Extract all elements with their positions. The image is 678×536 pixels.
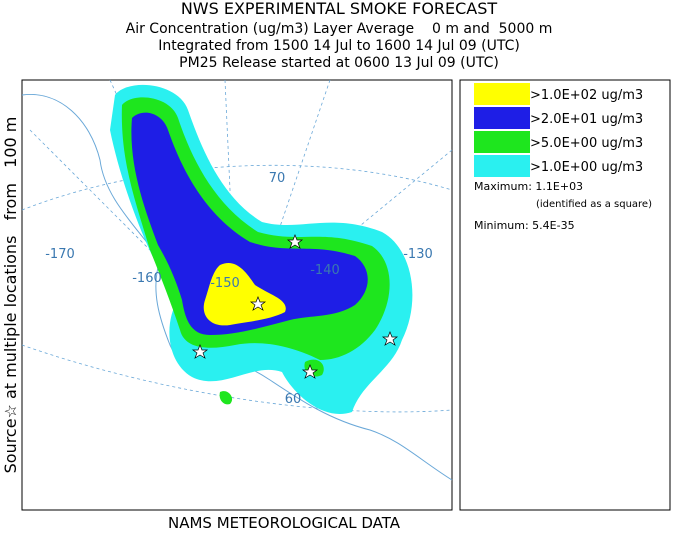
contour-3 (131, 112, 368, 336)
legend-swatch (474, 107, 530, 129)
graticule-label: -160 (132, 271, 162, 286)
title: NWS EXPERIMENTAL SMOKE FORECAST (181, 0, 498, 18)
graticule-label: -170 (45, 247, 75, 262)
coastline (21, 93, 453, 481)
source-markers (191, 234, 399, 379)
contour-4 (203, 262, 286, 326)
subtitle: PM25 Release started at 0600 13 Jul 09 (… (179, 55, 499, 71)
legend-swatch (474, 131, 530, 153)
graticule-label: 60 (285, 392, 302, 407)
graticule-label: 70 (269, 171, 286, 186)
legend-label: >1.0E+00 ug/m3 (530, 160, 643, 175)
graticule-label: -140 (310, 263, 340, 278)
graticule-label: -130 (403, 247, 433, 262)
legend-swatch (474, 83, 530, 105)
minimum: Minimum: 5.4E-35 (474, 219, 575, 232)
subtitle: Air Concentration (ug/m3) Layer Average … (126, 21, 553, 37)
map: -170 -160 -150 -140 -130 70 60 (21, 79, 453, 511)
smoke-plume (110, 84, 413, 414)
contour-2 (219, 359, 324, 405)
subtitle: Integrated from 1500 14 Jul to 1600 14 J… (158, 38, 520, 54)
legend-label: >1.0E+02 ug/m3 (530, 88, 643, 103)
side-label: Source☆ at multiple locations from 100 m (1, 117, 20, 474)
footer: NAMS METEOROLOGICAL DATA (168, 514, 401, 532)
legend-label: >5.0E+00 ug/m3 (530, 136, 643, 151)
maximum: Maximum: 1.1E+03 (474, 180, 583, 193)
legend-swatch (474, 155, 530, 177)
maximum-note: (identified as a square) (536, 199, 652, 210)
graticule-label: -150 (210, 276, 240, 291)
legend-label: >2.0E+01 ug/m3 (530, 112, 643, 127)
